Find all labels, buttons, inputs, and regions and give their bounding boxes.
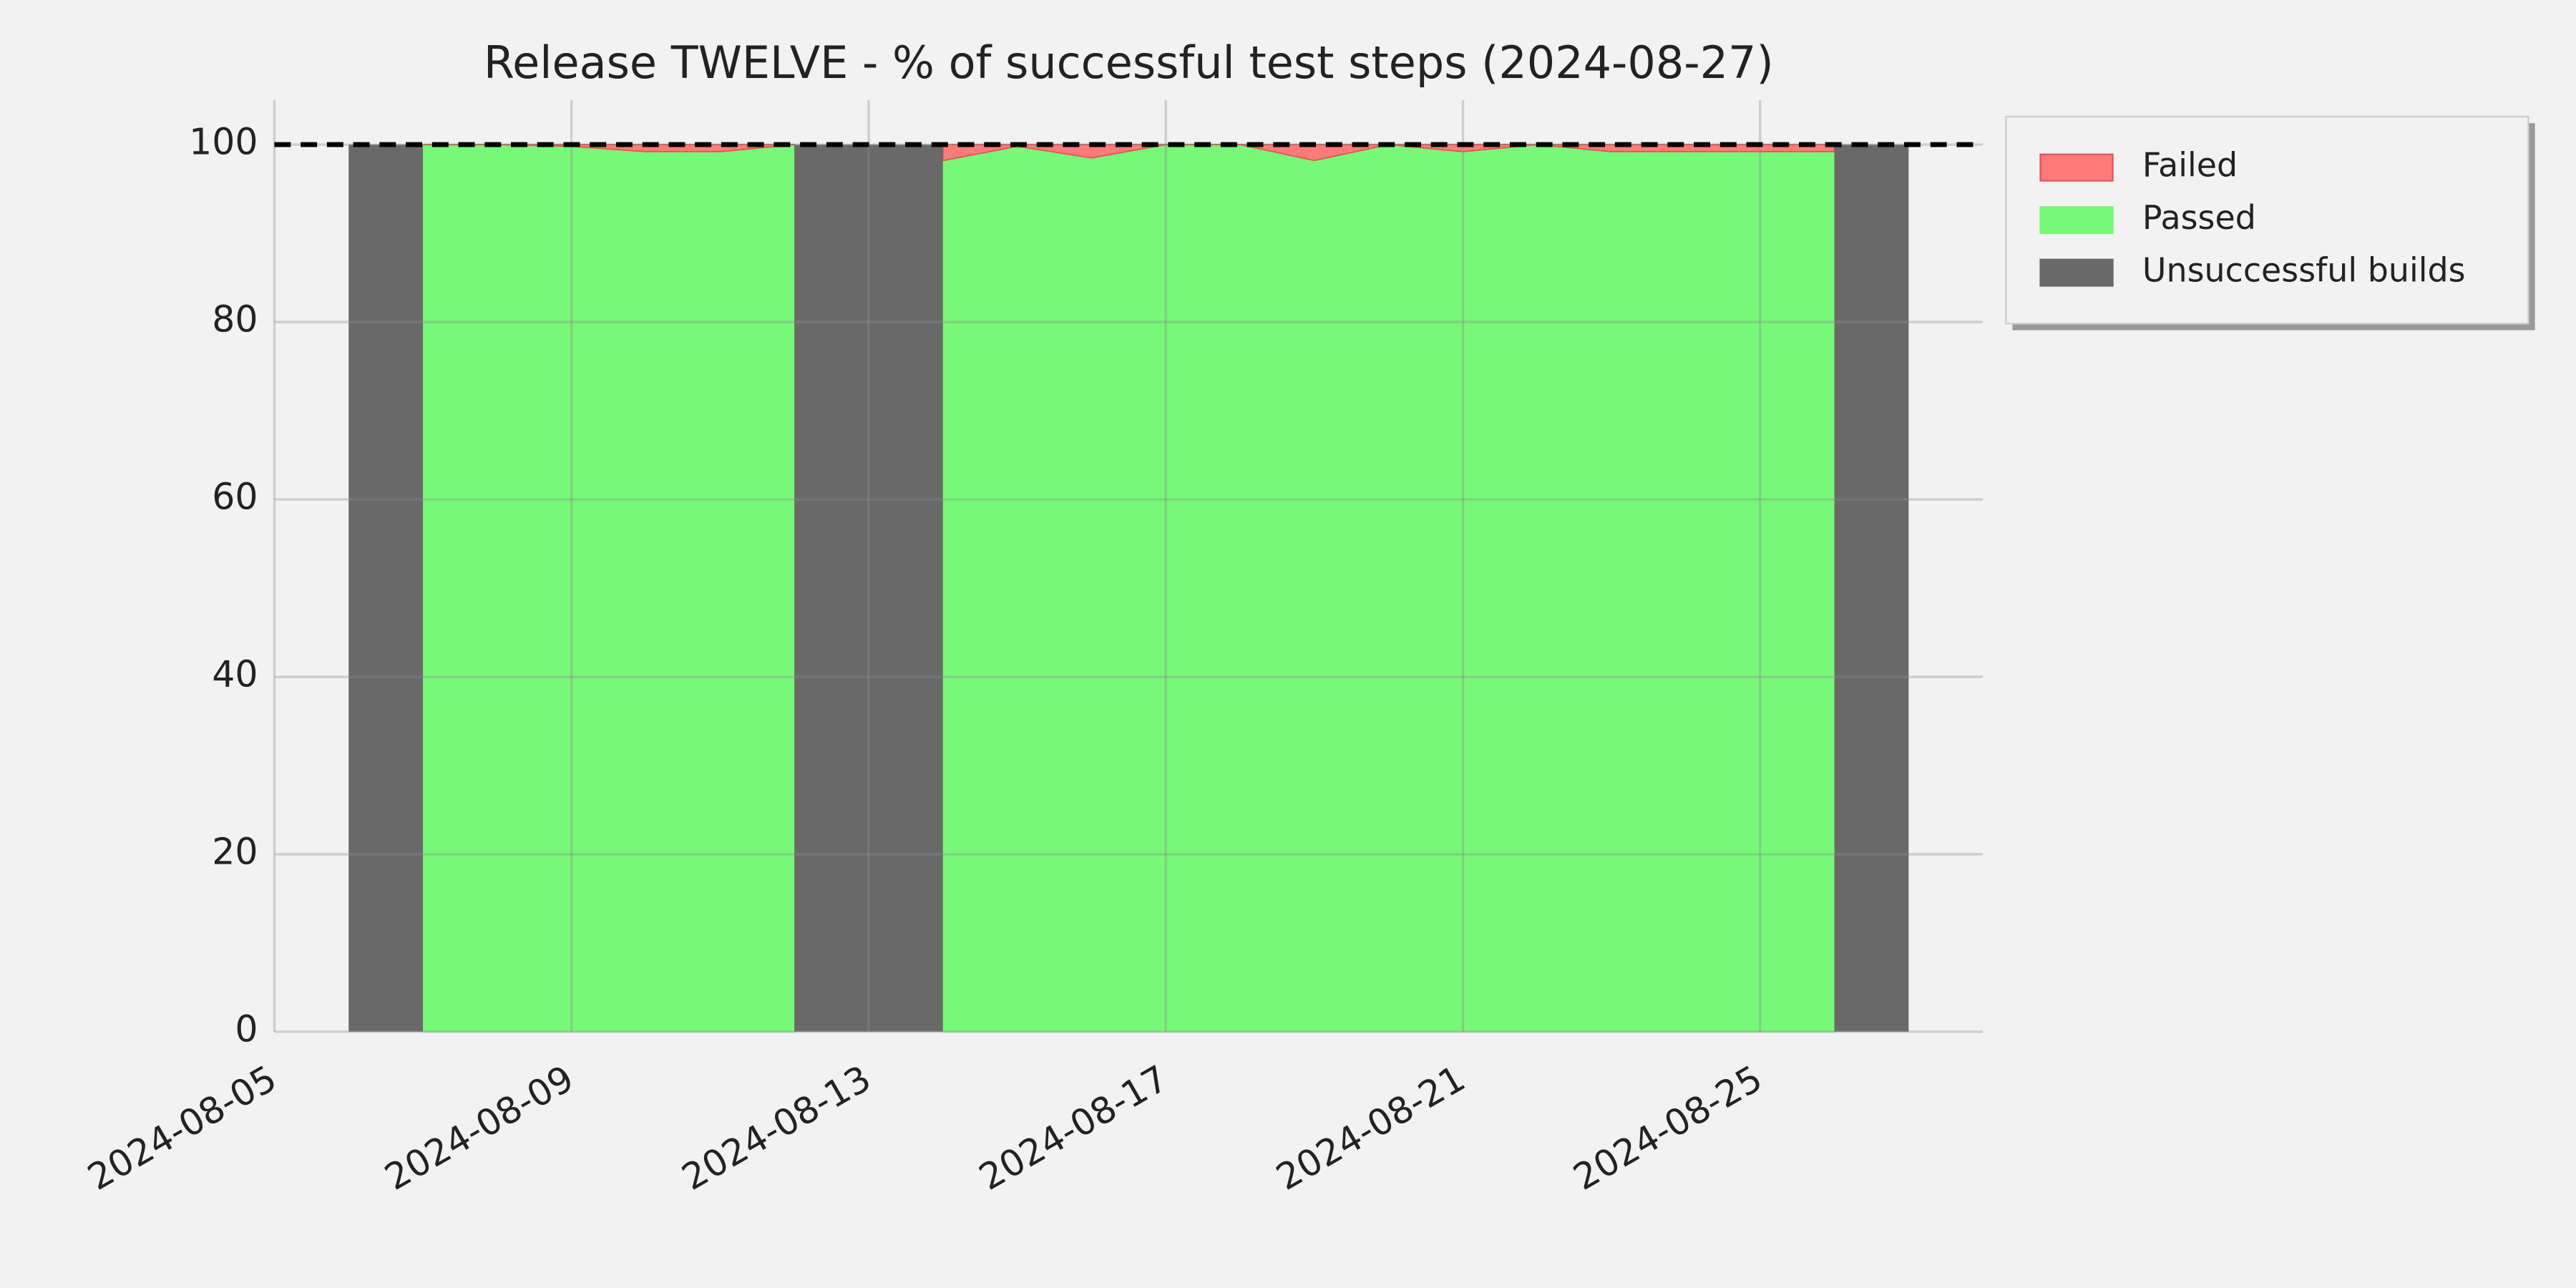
y-tick-label: 20 [212, 830, 258, 872]
y-tick-label: 40 [212, 653, 258, 695]
legend-swatch [2039, 153, 2114, 182]
legend: Failed Passed Unsuccessful builds [2005, 115, 2535, 331]
area [942, 144, 1835, 1033]
legend-label: Failed [2142, 146, 2238, 185]
chart-title: Release TWELVE - % of successful test st… [484, 36, 1774, 89]
y-tick-label: 0 [235, 1008, 258, 1050]
bar [868, 145, 943, 1032]
y-tick-label: 60 [212, 475, 258, 517]
bar [348, 145, 424, 1032]
legend-label: Unsuccessful builds [2142, 251, 2466, 290]
area [422, 144, 796, 1033]
y-tick-label: 80 [212, 298, 258, 341]
y-tick-label: 100 [189, 121, 258, 163]
legend-label: Passed [2142, 198, 2256, 237]
bar [1834, 145, 1909, 1032]
legend-swatch [2039, 206, 2114, 235]
legend-swatch [2039, 258, 2114, 287]
bar [794, 145, 869, 1032]
